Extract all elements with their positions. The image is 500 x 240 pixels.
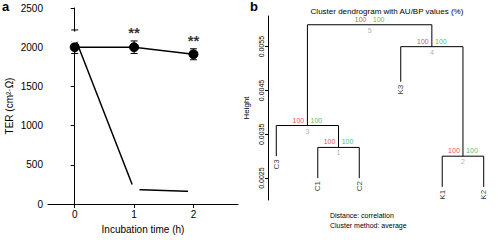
svg-text:0.0025: 0.0025 — [258, 167, 265, 189]
svg-text:C3: C3 — [272, 159, 281, 170]
svg-text:100: 100 — [293, 117, 305, 124]
svg-text:2000: 2000 — [21, 42, 44, 53]
svg-text:0.0055: 0.0055 — [258, 36, 265, 58]
svg-text:500: 500 — [26, 159, 43, 170]
svg-text:100: 100 — [448, 147, 460, 154]
svg-text:TER (cm²·Ω): TER (cm²·Ω) — [4, 78, 15, 135]
svg-text:0.0045: 0.0045 — [258, 80, 265, 102]
svg-text:Cluster dendrogram with AU/BP: Cluster dendrogram with AU/BP values (%) — [311, 7, 464, 16]
svg-text:2500: 2500 — [21, 3, 44, 14]
svg-text:100: 100 — [324, 138, 336, 145]
svg-text:Incubation time (h): Incubation time (h) — [102, 224, 185, 235]
svg-text:100: 100 — [355, 16, 367, 23]
svg-text:100: 100 — [466, 147, 478, 154]
svg-text:2: 2 — [191, 209, 197, 220]
svg-text:Distance: correlation: Distance: correlation — [330, 212, 394, 219]
svg-text:100: 100 — [417, 38, 429, 45]
svg-text:**: ** — [128, 24, 140, 41]
svg-text:1: 1 — [131, 209, 137, 220]
svg-text:100: 100 — [342, 138, 354, 145]
svg-text:1500: 1500 — [21, 81, 44, 92]
svg-text:Cluster method: average: Cluster method: average — [330, 222, 407, 230]
svg-text:0: 0 — [72, 209, 78, 220]
svg-text:4: 4 — [430, 49, 434, 56]
svg-text:100: 100 — [435, 38, 447, 45]
svg-text:5: 5 — [368, 27, 372, 34]
svg-text:C1: C1 — [313, 181, 322, 192]
svg-text:2: 2 — [461, 158, 465, 165]
svg-text:b: b — [250, 0, 258, 14]
svg-text:1000: 1000 — [21, 120, 44, 131]
svg-text:0: 0 — [37, 199, 43, 210]
svg-text:K3: K3 — [396, 84, 405, 94]
svg-text:C2: C2 — [355, 181, 364, 192]
svg-text:K2: K2 — [479, 189, 488, 199]
svg-text:**: ** — [188, 32, 200, 49]
svg-text:1: 1 — [337, 149, 341, 156]
svg-text:K1: K1 — [438, 189, 447, 199]
svg-text:100: 100 — [311, 117, 323, 124]
svg-text:a: a — [2, 0, 10, 14]
svg-text:3: 3 — [305, 128, 309, 135]
svg-text:Height: Height — [242, 96, 251, 120]
svg-text:100: 100 — [373, 16, 385, 23]
svg-text:0.0035: 0.0035 — [258, 123, 265, 145]
